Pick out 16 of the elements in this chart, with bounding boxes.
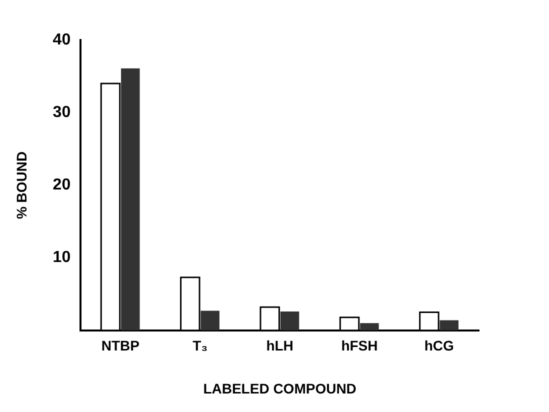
x-tick-label: hFSH: [341, 338, 378, 354]
bar: [360, 323, 379, 330]
bar: [280, 312, 300, 330]
y-axis-title: % BOUND: [13, 151, 30, 220]
x-tick-label: NTBP: [101, 338, 140, 354]
y-tick-label: 40: [52, 31, 71, 48]
x-tick-label: hCG: [424, 338, 454, 354]
bar: [200, 310, 220, 330]
x-axis-title: LABELED COMPOUND: [203, 380, 356, 396]
bar: [440, 320, 458, 330]
y-tick-label: 20: [52, 176, 71, 194]
x-tick-label: T₃: [192, 338, 208, 354]
y-tick-label: 30: [52, 104, 71, 122]
bar: [121, 68, 140, 330]
y-tick-label: 10: [52, 249, 71, 266]
x-tick-label: hLH: [266, 338, 294, 354]
